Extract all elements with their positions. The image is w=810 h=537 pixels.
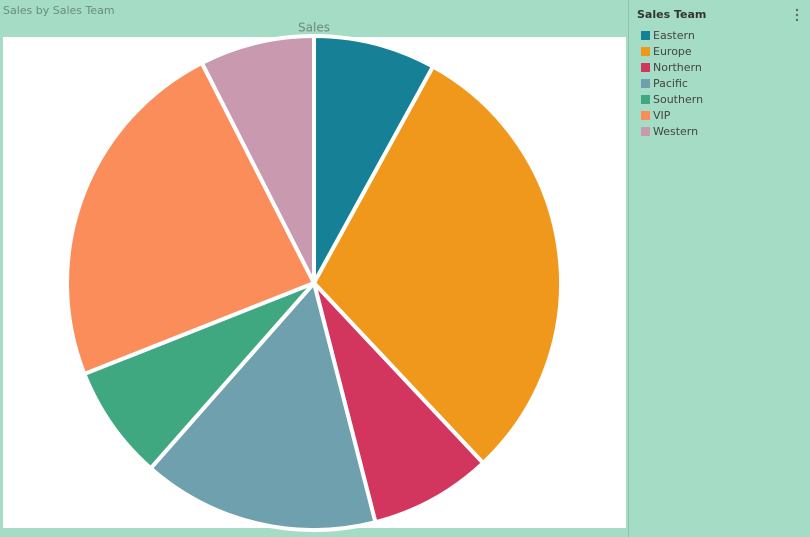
legend-swatch [641,31,650,40]
chart-title: Sales [298,21,330,35]
pie-slice[interactable] [312,281,486,525]
legend-label[interactable]: VIP [653,109,671,122]
dot [795,8,799,12]
pie-slice[interactable] [312,34,435,285]
legend-label[interactable]: Pacific [653,77,688,90]
legend-swatch [641,63,650,72]
pie-slice[interactable] [312,64,563,466]
legend-label[interactable]: Southern [653,93,703,106]
legend-swatch [641,127,650,136]
legend-label[interactable]: Northern [653,61,702,74]
legend-swatch [641,111,650,120]
dot [795,13,799,17]
legend-label[interactable]: Eastern [653,29,695,42]
legend-label[interactable]: Western [653,125,698,138]
visual-title: Sales by Sales Team [3,4,115,17]
legend-swatch [641,95,650,104]
legend-title: Sales Team [637,8,706,21]
legend-swatch [641,47,650,56]
legend-label[interactable]: Europe [653,45,692,58]
dot [795,18,799,22]
pie-slice[interactable] [65,60,316,376]
more-options[interactable] [795,8,799,22]
legend-swatch [641,79,650,88]
pie-slice[interactable] [82,281,316,471]
pie-slice[interactable] [199,34,316,285]
pie-slice[interactable] [148,281,378,532]
